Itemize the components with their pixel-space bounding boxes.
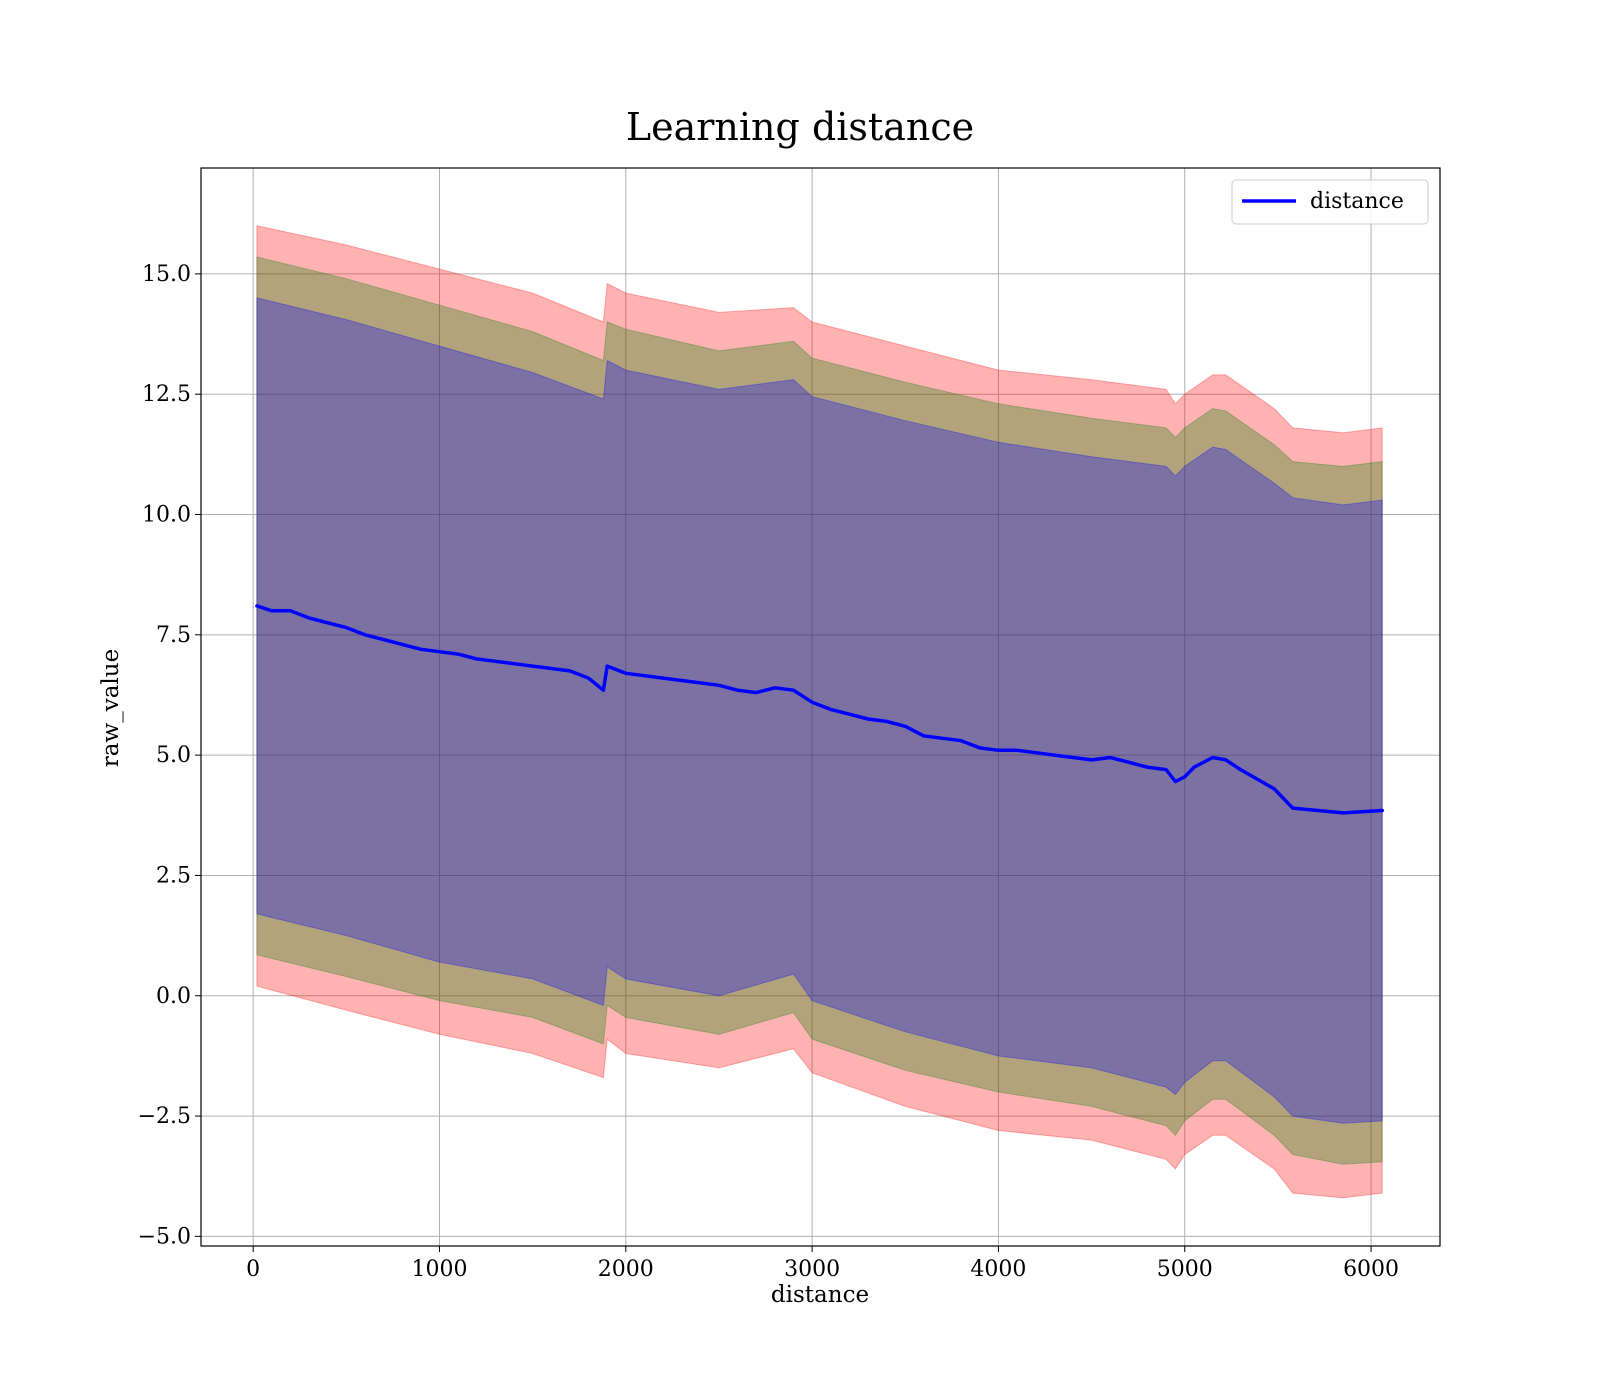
y-tick-label: 0.0	[156, 984, 191, 1009]
chart-title: Learning distance	[626, 105, 974, 149]
y-tick-label: 2.5	[156, 863, 191, 888]
legend: distance	[1231, 179, 1429, 225]
x-tick-label: 1000	[411, 1257, 467, 1282]
y-tick-label: 15.0	[142, 262, 191, 287]
confidence-band-2	[256, 256, 1383, 1165]
y-tick-label: 12.5	[142, 382, 191, 407]
x-tick-label: 5000	[1157, 1257, 1213, 1282]
legend-label-distance: distance	[1310, 189, 1404, 214]
y-tick-label: 7.5	[156, 623, 191, 648]
x-axis-label: distance	[771, 1282, 869, 1308]
confidence-bands	[256, 225, 1383, 1199]
confidence-band-3	[256, 297, 1383, 1124]
y-tick-label: 10.0	[142, 503, 191, 528]
confidence-band-1	[256, 225, 1383, 1199]
legend-box	[1231, 179, 1429, 225]
y-tick-label: 5.0	[156, 743, 191, 768]
y-tick-label: −5.0	[138, 1224, 191, 1249]
x-tick-label: 6000	[1343, 1257, 1399, 1282]
x-tick-label: 2000	[598, 1257, 654, 1282]
y-tick-label: −2.5	[138, 1104, 191, 1129]
x-axis-ticks: 0 1000 2000 3000 4000 5000 6000	[246, 1246, 1399, 1282]
x-tick-label: 3000	[784, 1257, 840, 1282]
y-axis-label: raw_value	[98, 649, 124, 767]
grid	[201, 168, 1440, 1246]
series-lines	[255, 604, 1384, 815]
series-line-distance	[255, 604, 1384, 815]
y-axis-ticks: −5.0 −2.5 0.0 2.5 5.0 7.5 10.0 12.5 15.0	[138, 262, 201, 1249]
x-tick-label: 4000	[970, 1257, 1026, 1282]
x-tick-label: 0	[246, 1257, 260, 1282]
plot-frame	[200, 167, 1441, 1247]
